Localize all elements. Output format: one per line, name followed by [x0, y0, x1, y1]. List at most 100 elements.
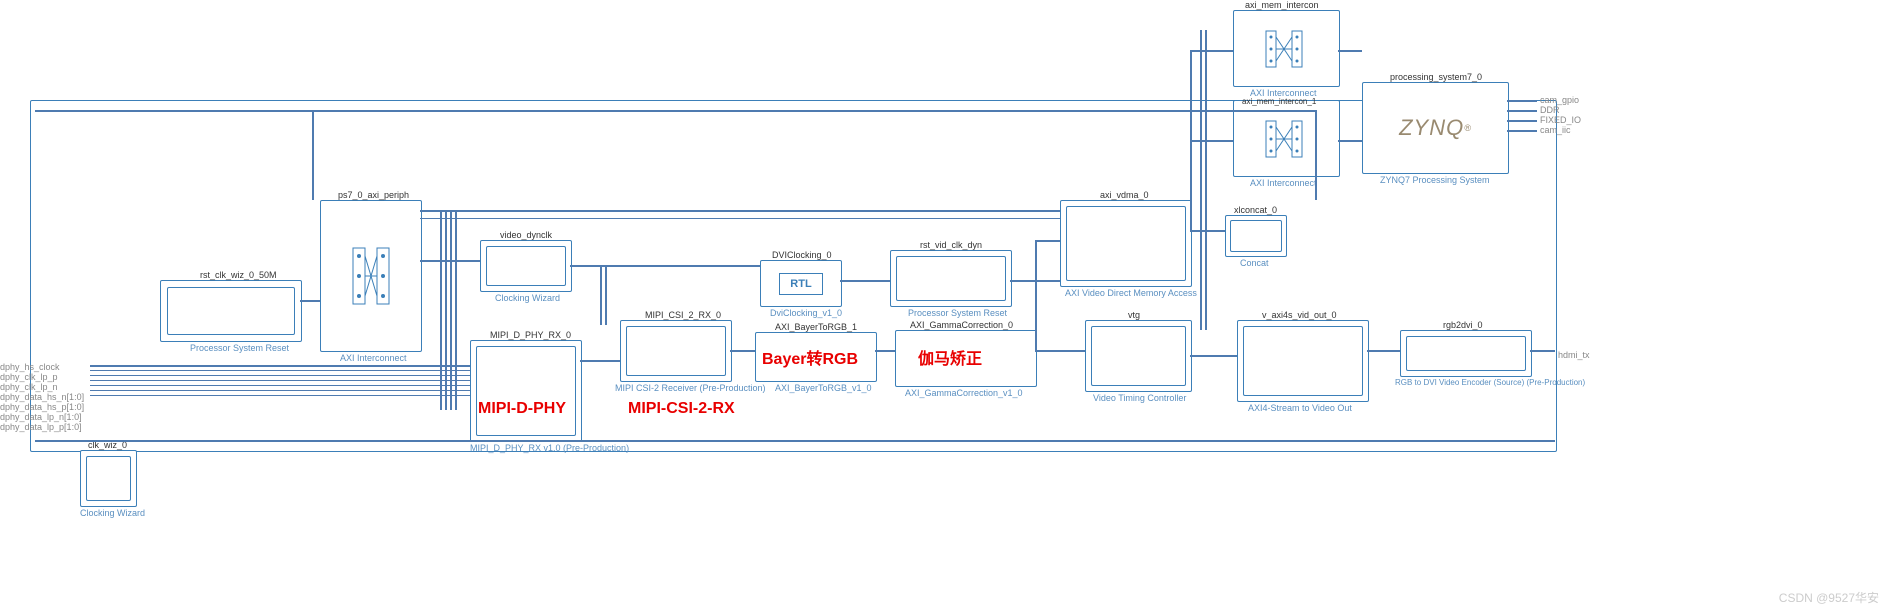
title-dvi-clocking: DVIClocking_0 — [772, 250, 832, 260]
wire — [1190, 230, 1225, 232]
label-rgb2dvi: RGB to DVI Video Encoder (Source) (Pre-P… — [1395, 378, 1585, 387]
title-rst-clk-wiz: rst_clk_wiz_0_50M — [200, 270, 277, 280]
title-ps7-axi-periph: ps7_0_axi_periph — [338, 190, 409, 200]
block-axi-vdma[interactable] — [1060, 200, 1192, 287]
wire — [1507, 100, 1537, 102]
label-gamma: AXI_GammaCorrection_v1_0 — [905, 388, 1023, 398]
wire — [875, 350, 895, 352]
block-rgb2dvi[interactable] — [1400, 330, 1532, 377]
block-mipi-csi2-rx[interactable] — [620, 320, 732, 382]
block-xlconcat[interactable] — [1225, 215, 1287, 257]
title-v-axi4s-vid-out: v_axi4s_vid_out_0 — [1262, 310, 1337, 320]
wire — [90, 395, 470, 396]
label-v-axi4s-vid-out: AXI4-Stream to Video Out — [1248, 403, 1352, 413]
label-zynq: ZYNQ7 Processing System — [1380, 175, 1490, 185]
wire — [1205, 30, 1207, 330]
port-dphy-data-lp-p: dphy_data_lp_p[1:0] — [0, 422, 82, 432]
wire — [600, 265, 602, 325]
wire — [840, 280, 890, 282]
wire — [570, 265, 760, 267]
wire — [90, 365, 470, 367]
block-clk-wiz[interactable] — [80, 450, 137, 507]
wire — [1190, 50, 1233, 52]
wire — [90, 370, 470, 371]
title-axi-mem-intercon-1: axi_mem_intercon_1 — [1242, 97, 1316, 106]
wire — [1190, 140, 1233, 142]
title-mipi-dphy: MIPI_D_PHY_RX_0 — [490, 330, 571, 340]
wire — [300, 300, 320, 302]
title-vtg: vtg — [1128, 310, 1140, 320]
wire — [1338, 140, 1362, 142]
title-zynq: processing_system7_0 — [1390, 72, 1482, 82]
wire — [730, 350, 755, 352]
port-cam-iic: cam_iic — [1540, 125, 1571, 135]
rtl-icon: RTL — [761, 261, 841, 306]
wire — [1035, 240, 1037, 350]
port-cam-gpio: cam_gpio — [1540, 95, 1579, 105]
port-fixed-io: FIXED_IO — [1540, 115, 1581, 125]
wire — [1190, 50, 1192, 230]
title-rst-vid-clk: rst_vid_clk_dyn — [920, 240, 982, 250]
title-rgb2dvi: rgb2dvi_0 — [1443, 320, 1483, 330]
title-axi-mem-intercon-0: axi_mem_intercon — [1245, 0, 1319, 10]
label-axi-mem-intercon-1: AXI Interconnect — [1250, 178, 1317, 188]
block-mipi-dphy[interactable] — [470, 340, 582, 442]
wire — [1507, 120, 1537, 122]
wire — [90, 385, 470, 386]
wire — [440, 210, 442, 410]
watermark: CSDN @9527华安 — [1779, 589, 1879, 606]
title-axi-vdma: axi_vdma_0 — [1100, 190, 1149, 200]
label-rst-vid-clk: Processor System Reset — [908, 308, 1007, 318]
label-vtg: Video Timing Controller — [1093, 393, 1186, 403]
title-mipi-csi2-rx: MIPI_CSI_2_RX_0 — [645, 310, 721, 320]
block-vtg[interactable] — [1085, 320, 1192, 392]
label-dvi-clocking: DviClocking_v1_0 — [770, 308, 842, 318]
label-rst-clk-wiz: Processor System Reset — [190, 343, 289, 353]
label-video-dynclk: Clocking Wizard — [495, 293, 560, 303]
wire — [605, 265, 607, 325]
wire — [1190, 355, 1237, 357]
block-rst-clk-wiz[interactable] — [160, 280, 302, 342]
red-bayer: Bayer转RGB — [762, 345, 858, 369]
wire — [445, 210, 447, 410]
title-gamma: AXI_GammaCorrection_0 — [910, 320, 1013, 330]
wire — [1338, 50, 1362, 52]
wire — [1530, 350, 1555, 352]
wire — [1035, 350, 1085, 352]
label-mipi-csi2-rx: MIPI CSI-2 Receiver (Pre-Production) — [615, 383, 766, 393]
label-xlconcat: Concat — [1240, 258, 1269, 268]
block-ps7-axi-periph[interactable] — [320, 200, 422, 352]
label-bayer-to-rgb: AXI_BayerToRGB_v1_0 — [775, 383, 872, 393]
label-axi-vdma: AXI Video Direct Memory Access — [1065, 288, 1197, 298]
title-xlconcat: xlconcat_0 — [1234, 205, 1277, 215]
port-dphy-clk-lp-p: dphy_clk_lp_p — [0, 372, 58, 382]
interconnect-icon-1 — [1264, 119, 1304, 159]
wire — [90, 380, 470, 381]
wire — [580, 360, 620, 362]
wire — [312, 110, 314, 200]
block-v-axi4s-vid-out[interactable] — [1237, 320, 1369, 402]
block-dvi-clocking[interactable]: RTL — [760, 260, 842, 307]
wire — [1507, 130, 1537, 132]
block-rst-vid-clk[interactable] — [890, 250, 1012, 307]
wire — [1200, 30, 1202, 330]
title-bayer-to-rgb: AXI_BayerToRGB_1 — [775, 322, 857, 332]
wire — [35, 440, 1555, 442]
block-zynq[interactable]: ZYNQ® — [1362, 82, 1509, 174]
title-video-dynclk: video_dynclk — [500, 230, 552, 240]
red-mipi-csi: MIPI-CSI-2-RX — [628, 400, 735, 418]
wire — [1035, 240, 1060, 242]
port-dphy-hs-clock: dphy_hs_clock — [0, 362, 60, 372]
wire — [1507, 110, 1537, 112]
block-axi-mem-intercon-0[interactable] — [1233, 10, 1340, 87]
wire — [1315, 110, 1317, 200]
block-video-dynclk[interactable] — [480, 240, 572, 292]
wire — [455, 210, 457, 410]
label-ps7-axi-periph: AXI Interconnect — [340, 353, 407, 363]
red-mipi-dphy: MIPI-D-PHY — [478, 400, 566, 418]
wire — [450, 210, 452, 410]
wire — [90, 375, 470, 376]
wire — [1010, 280, 1060, 282]
port-dphy-data-hs-p: dphy_data_hs_p[1:0] — [0, 402, 84, 412]
interconnect-icon — [351, 246, 391, 306]
